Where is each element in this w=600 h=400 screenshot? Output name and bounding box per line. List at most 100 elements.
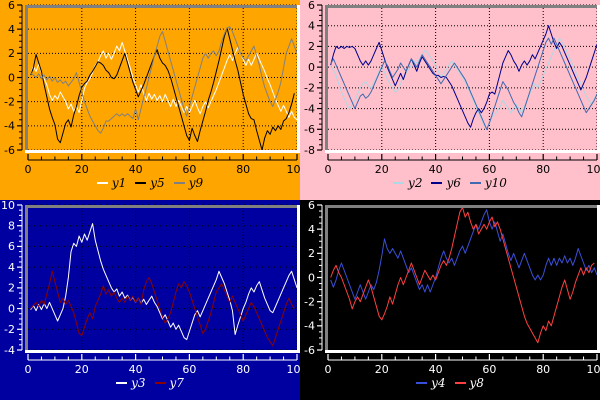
x-tick-label: 40 [129,363,143,376]
x-tick-label: 0 [25,363,32,376]
gridlines [28,4,298,151]
legend-item-y7[interactable]: y7 [154,376,184,390]
y-tick-label: -2 [304,295,315,308]
legend-label: y7 [169,376,184,390]
x-tick-label: 100 [287,163,301,176]
plot-panel-1: -6-4-20246020406080100y1y5y9 [0,0,300,200]
series-line-y3 [30,223,298,341]
legend-swatch-icon [173,182,185,184]
y-axis: -8 -6 -4 -2 0 2 4 6 [304,0,323,157]
plot-frame [25,205,300,353]
y-axis: -4 -2 0 2 4 6 8 10 [1,200,23,357]
legend: y1 y5 y9 [0,176,300,190]
y-tick-label: -4 [4,344,15,357]
legend-item-y10[interactable]: y10 [469,176,507,190]
series-line-y9 [30,26,298,134]
plot-background [28,5,297,150]
y-axis: -6 -4 -2 0 2 4 6 [304,200,323,357]
x-tick-label: 40 [429,363,443,376]
legend-item-y4[interactable]: y4 [416,376,446,390]
legend-item-y6[interactable]: y6 [431,176,461,190]
series-line-y2 [330,37,598,130]
x-tick-label: 100 [587,163,600,176]
y-tick-label: -4 [4,120,15,133]
legend: y4 y8 [300,376,600,390]
legend-item-y9[interactable]: y9 [173,176,204,190]
plot-frame [325,5,600,153]
x-tick-label: 20 [375,363,389,376]
legend-item-y1[interactable]: y1 [96,176,127,190]
legend-label: y10 [484,176,507,190]
x-tick-label: 40 [429,163,443,176]
legend-swatch-icon [393,182,405,184]
x-tick-label: 60 [482,363,496,376]
legend-label: y1 [111,176,127,190]
y-tick-label: 0 [308,271,315,284]
y-tick-label: -8 [304,144,315,157]
legend-swatch-icon [416,382,428,384]
x-tick-label: 0 [325,163,332,176]
y-tick-label: -2 [4,95,15,108]
y-tick-label: 6 [8,0,15,12]
legend-label: y5 [150,176,165,190]
plot-panel-3: -4-20246810020406080100y3y7 [0,200,300,400]
plot-background [28,205,297,350]
y-tick-label: 6 [8,240,15,253]
y-tick-label: 10 [1,200,15,212]
legend-swatch-icon [96,182,108,184]
legend-item-y8[interactable]: y8 [454,376,484,390]
y-tick-label: 0 [8,302,15,315]
legend-swatch-icon [135,182,147,184]
y-tick-label: -2 [4,323,15,336]
x-axis: 0 20 40 60 80 100 [25,354,301,376]
y-tick-label: -4 [304,102,315,115]
x-tick-label: 100 [587,363,600,376]
legend-item-y3[interactable]: y3 [116,376,146,390]
x-tick-label: 80 [536,363,550,376]
legend-swatch-icon [116,382,128,384]
x-tick-label: 60 [182,163,196,176]
y-tick-label: 4 [308,20,315,33]
legend-swatch-icon [154,382,166,384]
y-axis: -6 -4 -2 0 2 4 6 [4,0,23,157]
y-tick-label: 4 [8,261,15,274]
plot-panel-4: -6-4-20246020406080100y4y8 [300,200,600,400]
x-tick-label: 80 [236,363,250,376]
series-line-y6 [330,25,598,128]
x-tick-label: 0 [25,163,32,176]
y-tick-label: 2 [308,40,315,53]
x-tick-label: 60 [182,363,196,376]
y-tick-label: -4 [304,320,315,333]
legend-item-y2[interactable]: y2 [393,176,422,190]
y-tick-label: 6 [308,0,315,12]
x-tick-label: 20 [75,163,89,176]
x-tick-label: 0 [325,363,332,376]
y-tick-label: 0 [308,61,315,74]
legend-label: y9 [188,176,204,190]
x-axis: 0 20 40 60 80 100 [325,154,600,176]
legend-swatch-icon [431,182,443,184]
y-tick-label: 0 [8,71,15,84]
legend-label: y3 [131,376,146,390]
x-tick-label: 20 [75,363,89,376]
legend: y3 y7 [0,376,300,390]
x-tick-label: 60 [482,163,496,176]
y-tick-label: 6 [308,200,315,212]
x-tick-label: 100 [287,363,301,376]
legend-label: y6 [446,176,461,190]
legend-item-y5[interactable]: y5 [135,176,165,190]
series-line-y7 [30,270,295,347]
y-tick-label: 2 [308,247,315,260]
series-line-y1 [30,41,298,121]
y-tick-label: 4 [8,23,15,36]
y-tick-label: 4 [308,223,315,236]
x-tick-label: 80 [236,163,250,176]
plot-background [328,205,597,350]
legend-swatch-icon [454,382,466,384]
plot-frame [25,5,300,153]
y-tick-label: 2 [8,282,15,295]
x-axis: 0 20 40 60 80 100 [25,154,301,176]
y-tick-label: -2 [304,82,315,95]
series-line-y10 [330,37,598,130]
